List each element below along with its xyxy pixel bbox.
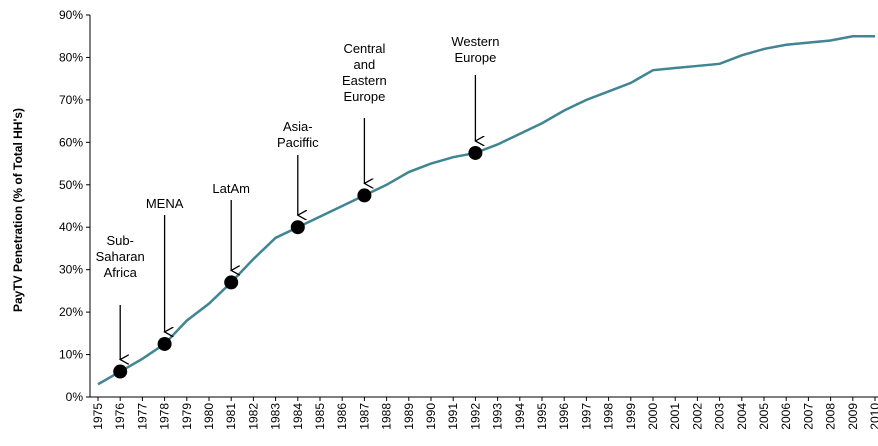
x-tick-label: 1992 xyxy=(468,403,482,430)
x-tick-label: 1982 xyxy=(246,403,260,430)
x-tick-label: 1985 xyxy=(313,403,327,430)
annotation-text: Eastern xyxy=(342,73,387,88)
y-tick-label: 20% xyxy=(59,305,83,319)
y-tick-label: 30% xyxy=(59,263,83,277)
y-tick-label: 0% xyxy=(66,390,84,404)
x-tick-label: 1981 xyxy=(224,403,238,430)
x-tick-label: 1979 xyxy=(180,403,194,430)
x-tick-label: 2009 xyxy=(846,403,860,430)
annotation-marker xyxy=(113,364,128,379)
series-line xyxy=(97,34,875,386)
x-tick-label: 1999 xyxy=(624,403,638,430)
x-tick-label: 1996 xyxy=(557,403,571,430)
annotation-text: Paciffic xyxy=(277,135,319,150)
x-tick-label: 1984 xyxy=(291,403,305,430)
x-tick-label: 1986 xyxy=(335,403,349,430)
x-tick-label: 1975 xyxy=(91,403,105,430)
y-tick-label: 90% xyxy=(59,8,83,22)
annotation-text: Sub- xyxy=(106,233,133,248)
x-tick-label: 1991 xyxy=(446,403,460,430)
annotation-text: Saharan xyxy=(96,249,145,264)
x-tick-label: 1977 xyxy=(135,403,149,430)
x-tick-label: 1998 xyxy=(602,403,616,430)
y-tick-label: 40% xyxy=(59,220,83,234)
annotation-marker xyxy=(224,275,239,290)
annotation-marker xyxy=(290,220,305,235)
y-tick-label: 80% xyxy=(59,50,83,64)
x-tick-label: 2003 xyxy=(713,403,727,430)
x-tick-label: 1978 xyxy=(158,403,172,430)
y-tick-label: 10% xyxy=(59,348,83,362)
y-tick-label: 60% xyxy=(59,135,83,149)
annotation-text: Europe xyxy=(454,50,496,65)
y-tick-label: 50% xyxy=(59,178,83,192)
annotation-marker xyxy=(157,336,172,351)
annotation-marker xyxy=(468,145,483,160)
x-tick-label: 2000 xyxy=(646,403,660,430)
annotation-text: LatAm xyxy=(212,181,250,196)
x-tick-label: 1995 xyxy=(535,403,549,430)
x-tick-label: 2010 xyxy=(868,403,878,430)
x-tick-label: 2001 xyxy=(668,403,682,430)
x-tick-label: 1994 xyxy=(513,403,527,430)
x-tick-label: 1983 xyxy=(269,403,283,430)
x-tick-label: 1980 xyxy=(202,403,216,430)
annotation-text: Asia- xyxy=(283,119,313,134)
x-tick-label: 2004 xyxy=(735,403,749,430)
x-tick-label: 1989 xyxy=(402,403,416,430)
y-tick-label: 70% xyxy=(59,93,83,107)
annotation-text: Europe xyxy=(343,89,385,104)
x-tick-label: 1987 xyxy=(357,403,371,430)
x-tick-label: 1990 xyxy=(424,403,438,430)
x-tick-label: 1988 xyxy=(380,403,394,430)
x-tick-label: 1976 xyxy=(113,403,127,430)
x-tick-label: 2002 xyxy=(690,403,704,430)
annotation-text: Africa xyxy=(104,265,138,280)
annotation-text: Central xyxy=(343,41,385,56)
annotation-text: Western xyxy=(451,34,499,49)
x-tick-label: 1993 xyxy=(491,403,505,430)
x-tick-label: 1997 xyxy=(579,403,593,430)
x-tick-label: 2005 xyxy=(757,403,771,430)
annotation-marker xyxy=(357,188,372,203)
annotation-text: MENA xyxy=(146,196,184,211)
x-tick-label: 2006 xyxy=(779,403,793,430)
annotation-text: and xyxy=(354,57,376,72)
y-axis-label: PayTV Penetration (% of Total HH's) xyxy=(11,108,25,312)
x-tick-label: 2008 xyxy=(824,403,838,430)
x-tick-label: 2007 xyxy=(801,403,815,430)
